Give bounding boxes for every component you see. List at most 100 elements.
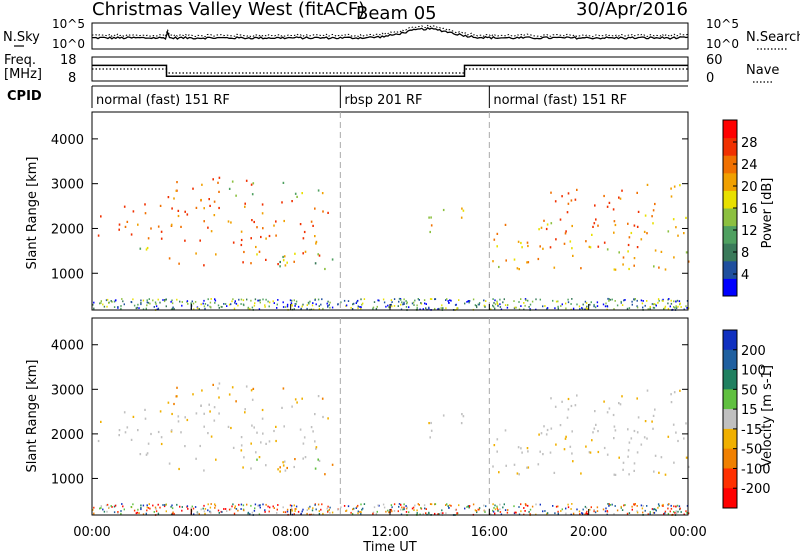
velocity-echo-cell [126,426,129,429]
velocity-echo-cell [213,419,216,422]
power-echo-cell [670,302,673,305]
power-echo-cell [483,299,485,302]
power-echo-cell [450,299,452,302]
velocity-echo-cell [243,509,245,512]
power-echo-cell [195,252,197,255]
velocity-echo-cell [123,411,126,414]
velocity-echo-cell [171,507,174,510]
power-echo-cell [257,299,259,302]
power-echo-cell [254,302,256,305]
power-echo-cell [142,299,145,302]
velocity-echo-cell [259,506,261,509]
power-echo-cell [514,306,516,309]
velocity-echo-cell [315,508,317,511]
power-echo-cell [203,220,205,223]
power-echo-cell [484,305,486,307]
power-echo-cell [494,303,497,306]
power-echo-cell [614,300,616,302]
velocity-echo-cell [192,507,195,510]
power-echo-cell [168,257,171,260]
power-echo-cell [295,303,297,305]
power-echo-cell [300,307,302,310]
power-echo-cell [667,302,669,305]
power-echo-cell [126,220,129,223]
x-axis-ticks: 00:00 04:00 08:00 12:00 16:00 20:00 00:00 [73,304,707,540]
power-echo-cell [318,254,321,257]
velocity-echo-cell [393,510,396,512]
velocity-echo-cell [293,504,295,507]
velocity-echo-cell [215,458,217,461]
velocity-echo-cell [425,508,427,510]
power-echo-cell [417,298,419,300]
power-echo-cell [184,210,186,213]
velocity-echo-cell [504,509,507,511]
velocity-echo-cell [194,506,197,508]
velocity-echo-cell [608,505,610,507]
velocity-echo-cell [171,512,174,515]
velocity-echo-cell [416,512,418,514]
velocity-echo-cell [100,420,102,423]
velocity-echo-cell [685,510,687,513]
velocity-echo-cell [97,439,100,443]
velocity-echo-cell [430,421,432,425]
velocity-echo-cell [250,442,252,445]
velocity-echo-cell [588,451,591,454]
velocity-echo-cell [207,509,209,512]
power-echo-cell [461,207,463,210]
power-echo-cell [301,192,303,195]
power-echo-cell [467,300,469,302]
power-echo-cell [273,224,275,227]
velocity-echo-cell [403,508,405,511]
y-tick-label: 2000 [51,222,84,237]
power-echo-cell [382,298,385,301]
power-colorbar-bin [723,225,737,244]
velocity-echo-cell [517,446,520,449]
velocity-echo-cell [516,472,519,475]
power-echo-cell [153,306,155,308]
velocity-echo-cell [494,504,496,507]
velocity-echo-cell [616,509,619,512]
velocity-echo-cell [157,430,160,434]
velocity-colorbar-tick-label: -200 [741,482,771,497]
velocity-echo-cell [593,427,596,430]
power-frame [91,111,689,311]
velocity-echo-cell [405,511,408,513]
power-echo-cell [391,305,393,308]
velocity-echo-cell [496,505,498,508]
power-echo-cell [403,303,405,305]
power-echo-cell [408,306,410,309]
power-echo-cell [624,299,626,301]
power-echo-cell [210,230,213,233]
power-echo-cell [492,298,494,300]
power-echo-cell [218,307,220,309]
velocity-echo-cell [262,503,264,506]
velocity-echo-cell [234,507,236,509]
mode-change-lines [339,112,490,515]
velocity-echo-cell [261,417,264,420]
power-echo-cell [171,307,174,310]
velocity-echo-cell [608,407,611,410]
velocity-echo-cell [235,400,237,403]
power-echo-cell [652,222,654,225]
velocity-echo-cell [402,508,404,511]
velocity-echo-cell [93,506,95,509]
power-echo-cell [93,301,95,304]
velocity-echo-cell [675,505,677,508]
velocity-echo-cell [221,511,223,513]
velocity-echo-cell [468,506,470,509]
velocity-echo-cell [651,508,654,510]
power-echo-cell [605,302,607,305]
velocity-echo-cell [168,462,171,465]
velocity-echo-cell [554,405,557,408]
velocity-echo-cell [466,506,468,508]
power-echo-cell [295,300,298,303]
power-echo-cell [652,303,654,306]
velocity-echo-cell [264,511,266,513]
velocity-echo-cell [282,387,285,390]
power-echo-cell [612,208,615,211]
velocity-echo-cell [165,503,167,506]
power-echo-cell [637,210,640,213]
velocity-echo-cell [170,505,172,508]
velocity-echo-cell [322,512,324,515]
velocity-echo-cell [300,512,302,515]
